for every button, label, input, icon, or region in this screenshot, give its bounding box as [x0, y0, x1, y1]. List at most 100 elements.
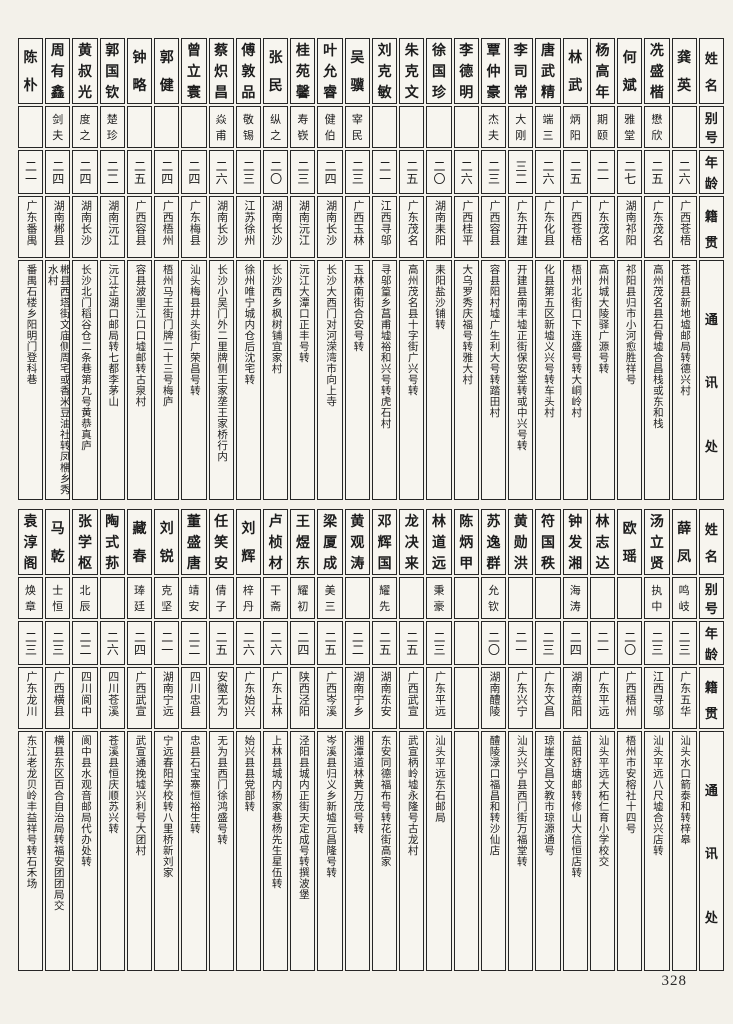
name-cell: 郭国钦 — [99, 38, 125, 104]
person-alias: 寿嵚 — [297, 113, 309, 143]
address-cell: 高州茂名县十字街广兴号转 — [399, 260, 425, 500]
alias-cell: 美三 — [317, 577, 343, 619]
person-name: 汤立贤 — [649, 515, 664, 572]
person-address: 汕头平远大柘仁育小学校交 — [597, 735, 609, 867]
person-native: 湖南郴县 — [52, 200, 65, 246]
name-cell: 梁厦成 — [317, 509, 343, 575]
header-name-label: 姓名 — [704, 521, 718, 565]
person-column: 林武 炳阳 二五 广西苍梧 梧州北街口下连盛号转大峒岭村 — [562, 38, 588, 500]
name-cell: 苏逸群 — [480, 509, 507, 575]
person-age: 二三 — [295, 159, 310, 185]
native-cell: 江苏徐州 — [235, 196, 262, 258]
person-native: 湖南醴陵 — [488, 671, 500, 717]
person-name: 李德明 — [459, 44, 474, 101]
native-cell: 广西桂平 — [453, 196, 479, 258]
name-cell: 蔡炽昌 — [208, 38, 234, 104]
person-age: 二二 — [350, 630, 365, 656]
age-cell: 二三 — [480, 150, 507, 194]
address-cell: 长沙小吴门外二里牌侧王家垄王家桥行内 — [208, 260, 234, 500]
person-address: 玉林南街合安号转 — [352, 264, 364, 352]
alias-cell: 敬锡 — [235, 106, 262, 148]
person-age: 二一 — [23, 159, 38, 185]
name-cell: 郭健 — [154, 38, 180, 104]
person-native: 广东开建 — [515, 200, 528, 246]
person-native: 广东化县 — [542, 200, 555, 246]
alias-cell: 剑夫 — [45, 106, 71, 148]
person-name: 周有鑫 — [50, 44, 65, 101]
person-alias: 允钦 — [488, 584, 499, 614]
name-cell: 杨高年 — [589, 38, 616, 104]
native-cell: 湖南长沙 — [72, 196, 98, 258]
person-native: 广西梧州 — [624, 671, 637, 717]
person-column: 唐武精 端三 二六 广东化县 化县第五区新墟义兴号转车头村 — [535, 38, 561, 500]
person-column: 藏春 琫廷 二四 广西武宣 武宣通挽墟兴利号大团村 — [126, 509, 153, 971]
alias-cell: 雅堂 — [617, 106, 643, 148]
person-address: 岑溪县归义乡新墟元昌隆号转 — [325, 735, 337, 878]
name-cell: 桂苑馨 — [290, 38, 316, 104]
age-cell: 二四 — [562, 621, 588, 665]
person-name: 林武 — [568, 51, 583, 94]
address-cell: 汕头平远东石邮局 — [426, 731, 452, 971]
person-column: 蔡炽昌 焱甫 二六 湖南长沙 长沙小吴门外二里牌侧王家垄王家桥行内 — [208, 38, 234, 500]
age-cell: 二五 — [399, 150, 425, 194]
header-alias-cell: 别号 — [698, 106, 724, 148]
person-address: 武宣通挽墟兴利号大团村 — [134, 735, 146, 856]
person-age: 二三 — [649, 630, 664, 656]
native-cell: 广西岑溪 — [317, 667, 343, 729]
person-column: 张学枢 北辰 二二 四川阆中 阆中县水观音邮局代办处转 — [72, 509, 98, 971]
person-native: 广东平远 — [596, 671, 609, 717]
person-address: 上林县城内杨家巷杨先生星伍转 — [270, 735, 282, 889]
header-alias-label: 别号 — [704, 110, 718, 146]
person-column: 龚英 二六 广西苍梧 苍梧县新地墟邮局转德兴村 — [671, 38, 697, 500]
address-cell: 苍梧县新地墟邮局转德兴村 — [671, 260, 697, 500]
alias-cell: 健伯 — [317, 106, 343, 148]
person-age: 二六 — [677, 159, 692, 185]
person-age: 二五 — [568, 159, 583, 185]
age-cell: 二六 — [263, 621, 289, 665]
native-cell: 广东上林 — [263, 667, 289, 729]
address-cell: 苍溪县恒庆顺苏兴转 — [99, 731, 125, 971]
person-alias: 执中 — [651, 584, 663, 614]
person-age: 二三 — [241, 159, 256, 185]
alias-cell — [508, 577, 534, 619]
person-address: 汕头平远东石邮局 — [434, 735, 446, 823]
person-column: 叶允睿 健伯 二四 湖南长沙 长沙大西门对河溁湾市向上寺 — [317, 38, 343, 500]
name-cell: 邓辉国 — [371, 509, 398, 575]
person-age: 二六 — [540, 159, 555, 185]
native-cell: 广西苍梧 — [562, 196, 588, 258]
person-column: 黄勋洪 二一 广东兴宁 汕头兴宁县西门街万福堂转 — [508, 509, 534, 971]
person-name: 钟发湘 — [568, 515, 583, 572]
person-alias: 靖安 — [188, 584, 200, 614]
alias-cell: 焕章 — [17, 577, 44, 619]
alias-cell: 寿嵚 — [290, 106, 316, 148]
person-age: 二六 — [214, 159, 229, 185]
person-column: 符国秩 二三 广东文昌 琼崖文昌文教市琼源通号 — [535, 509, 561, 971]
person-native: 江西寻邬 — [379, 200, 392, 246]
person-native: 广西岑溪 — [324, 671, 337, 717]
address-cell: 汕头梅县井头街广荣昌号转 — [181, 260, 207, 500]
alias-cell: 梓丹 — [235, 577, 262, 619]
page-number: 328 — [661, 973, 687, 989]
native-cell: 广东文昌 — [535, 667, 561, 729]
person-address: 汕头水口箭泰和转梓皋 — [679, 735, 691, 845]
person-alias: 炳阳 — [569, 113, 581, 143]
person-age: 二三 — [350, 159, 365, 185]
address-cell: 东安同德福布号转花街高家 — [371, 731, 398, 971]
alias-cell: 北辰 — [72, 577, 98, 619]
person-name: 薛凤 — [677, 522, 692, 565]
person-column: 董盛唐 靖安 二二 四川忠县 忠县石宝寨恒裕生转 — [181, 509, 207, 971]
person-age: 二二 — [77, 630, 92, 656]
age-cell: 二四 — [181, 150, 207, 194]
name-cell: 唐武精 — [535, 38, 561, 104]
person-alias: 耀初 — [297, 584, 309, 614]
age-cell: 二四 — [317, 150, 343, 194]
name-cell: 刘辉 — [235, 509, 262, 575]
person-native: 广西横县 — [52, 671, 65, 717]
name-cell: 叶允睿 — [317, 38, 343, 104]
header-alias-label: 别号 — [704, 581, 718, 617]
age-cell: 二三 — [426, 621, 452, 665]
person-column: 冼盛楷 懋欣 二五 广东茂名 高州茂名县石骨墟合昌栈或东和栈 — [644, 38, 670, 500]
person-address: 大乌罗秀庆福号转雅大村 — [461, 264, 473, 385]
alias-cell — [99, 577, 125, 619]
native-cell: 广东兴宁 — [508, 667, 534, 729]
